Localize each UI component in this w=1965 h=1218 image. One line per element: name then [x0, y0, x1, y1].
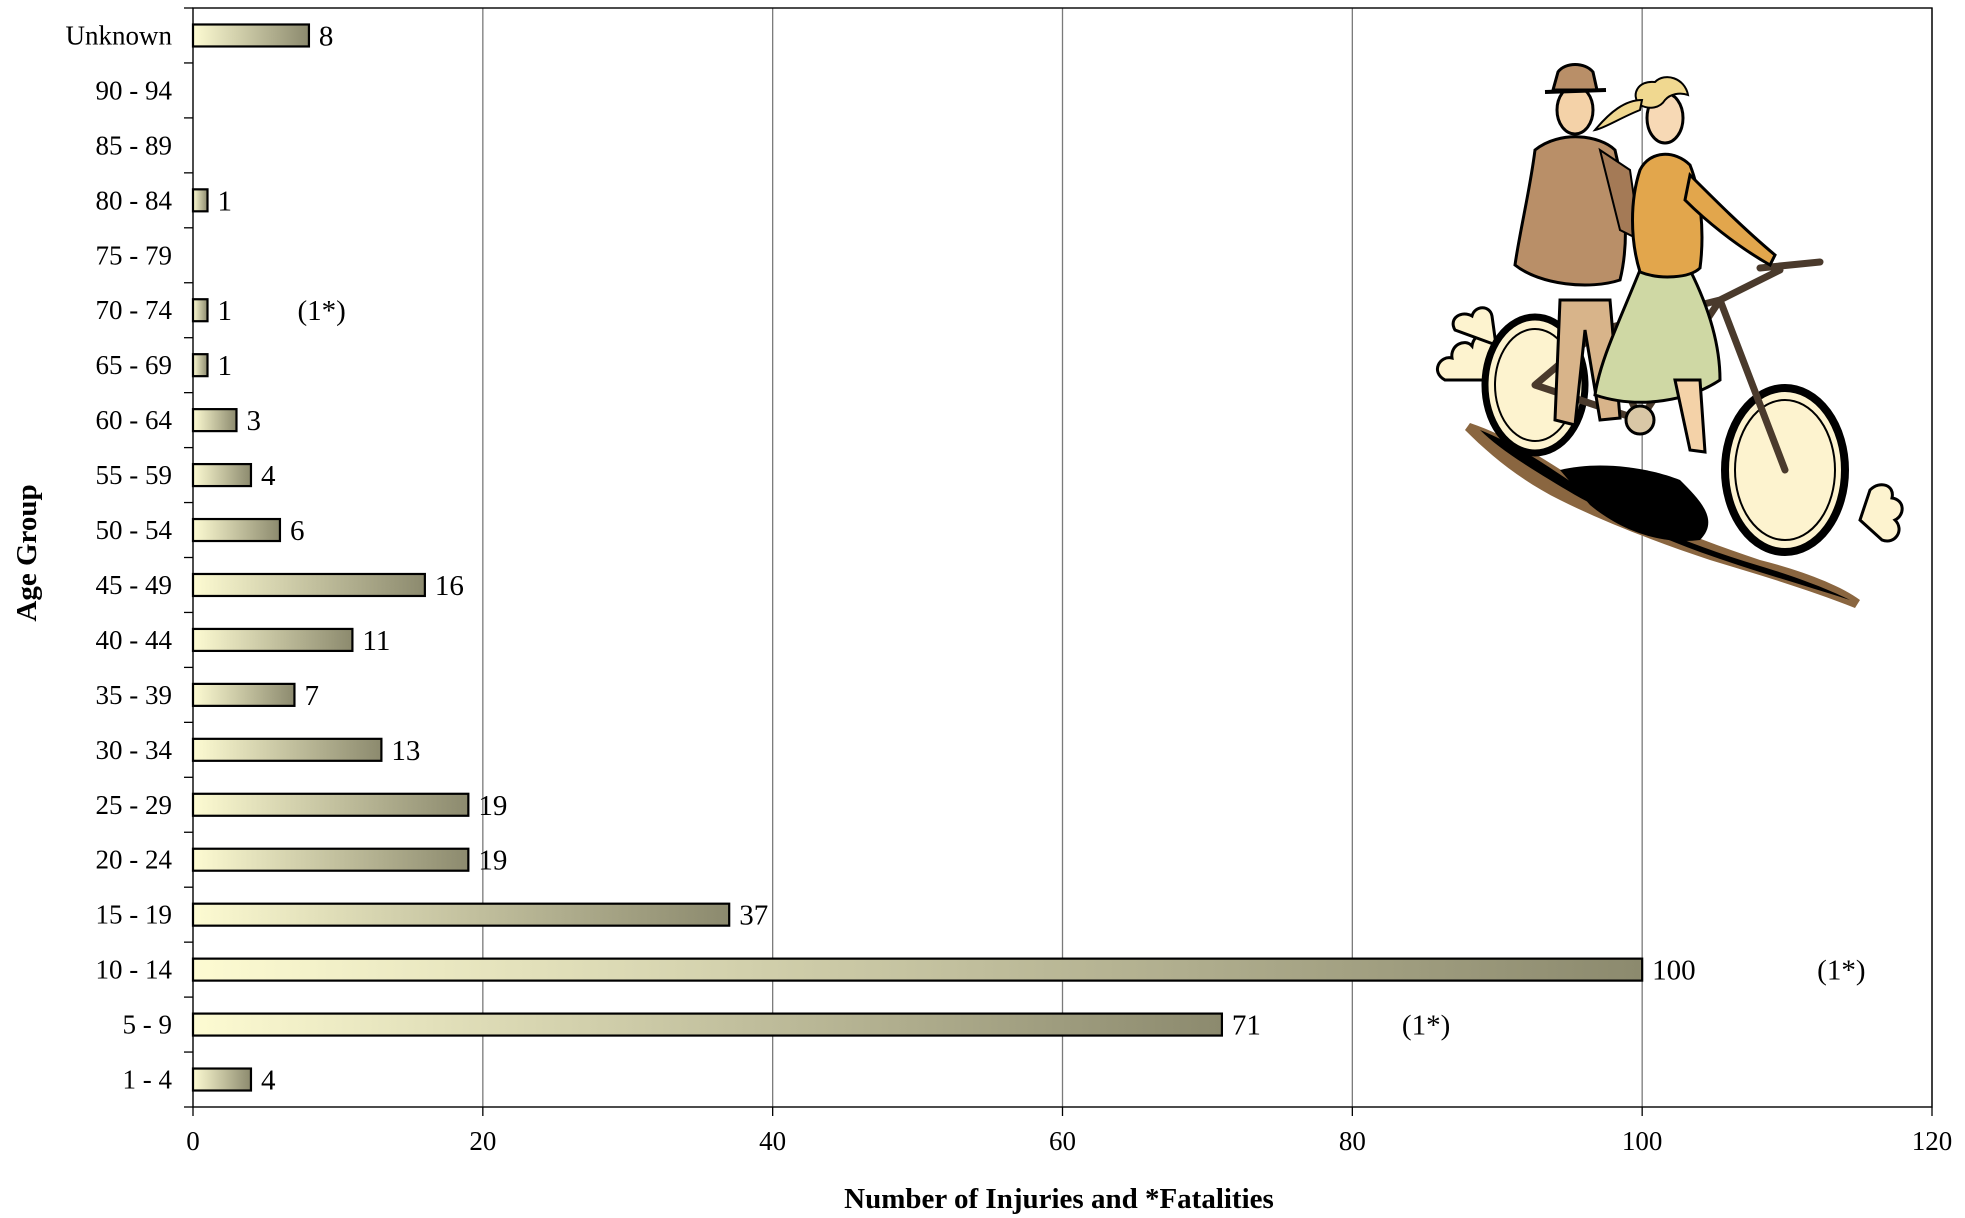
bar [191, 682, 296, 707]
x-tick-label: 20 [469, 1126, 496, 1156]
y-tick-label: 40 - 44 [96, 625, 173, 655]
bar [191, 517, 282, 543]
x-axis-title: Number of Injuries and *Fatalities [844, 1183, 1274, 1215]
y-tick-label: 90 - 94 [96, 75, 173, 105]
fatality-annotation: (1*) [1402, 1010, 1450, 1042]
bar [191, 792, 470, 817]
y-tick-label: 75 - 79 [96, 240, 173, 270]
x-tick-label: 60 [1049, 1126, 1076, 1156]
y-tick-label: 5 - 9 [123, 1010, 173, 1040]
y-tick-label: 85 - 89 [96, 130, 173, 160]
data-label: 19 [478, 790, 507, 822]
bar [191, 353, 209, 378]
bar [191, 298, 209, 323]
bar [191, 847, 470, 872]
data-label: 100 [1652, 955, 1696, 987]
x-tick-label: 80 [1339, 1126, 1366, 1156]
bar [191, 572, 426, 598]
x-tick-label: 40 [759, 1126, 786, 1156]
y-axis-title: Age Group [11, 484, 43, 621]
bar [191, 1067, 253, 1092]
bar [191, 408, 238, 433]
bar [191, 957, 1644, 982]
data-label: 3 [246, 405, 261, 437]
y-tick-label: 80 - 84 [96, 185, 173, 215]
data-label: 37 [739, 900, 768, 932]
y-tick-label: 70 - 74 [96, 295, 173, 325]
data-label: 13 [391, 735, 420, 767]
y-tick-label: 50 - 54 [96, 515, 173, 545]
data-label: 71 [1232, 1010, 1261, 1042]
data-label: 19 [478, 845, 507, 877]
labels: 0 20 40 60 80 100 120 Unknown 8 90 - 94 85 - 89 80 … [66, 20, 1953, 1156]
data-label: 8 [319, 20, 334, 52]
data-label: 7 [304, 680, 319, 712]
x-tick-label: 100 [1622, 1126, 1663, 1156]
y-tick-label: 1 - 4 [123, 1065, 173, 1095]
bar [191, 188, 209, 213]
data-label: 1 [217, 295, 232, 327]
x-tick-label: 0 [186, 1126, 200, 1156]
y-tick-label: 30 - 34 [96, 735, 173, 765]
fatality-annotation: (1*) [297, 295, 345, 327]
data-label: 16 [435, 570, 464, 602]
data-label: 6 [290, 515, 305, 547]
y-tick-label: 55 - 59 [96, 460, 173, 490]
y-tick-label: 25 - 29 [96, 790, 173, 820]
fatality-annotation: (1*) [1817, 955, 1865, 987]
y-tick-label: 10 - 14 [96, 955, 173, 985]
data-label: 4 [261, 460, 276, 492]
axes [184, 7, 1933, 1116]
y-tick-label: 20 - 24 [96, 845, 173, 875]
y-tick-label: 65 - 69 [96, 350, 173, 380]
bars [191, 23, 1644, 1092]
bar [191, 1012, 1224, 1037]
bar [191, 737, 383, 762]
data-label: 1 [217, 350, 232, 382]
y-tick-label: 60 - 64 [96, 405, 173, 435]
y-tick-label: 15 - 19 [96, 900, 173, 930]
bar [191, 627, 354, 653]
data-label: 1 [217, 185, 232, 217]
y-tick-label: Unknown [66, 20, 173, 50]
tandem-bicycle-couple-icon [1435, 63, 1904, 608]
bar [191, 902, 731, 927]
y-tick-label: 35 - 39 [96, 680, 173, 710]
data-label: 4 [261, 1065, 276, 1097]
data-label: 11 [362, 625, 390, 657]
bar [191, 23, 311, 48]
y-tick-label: 45 - 49 [96, 570, 173, 600]
bar [191, 462, 253, 488]
x-tick-label: 120 [1912, 1126, 1953, 1156]
